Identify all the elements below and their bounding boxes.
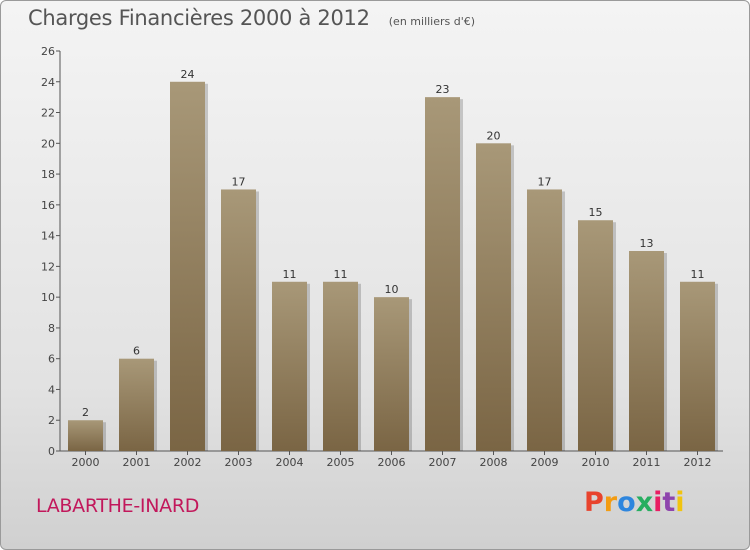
logo-letter: x xyxy=(635,487,654,518)
y-tick-label: 18 xyxy=(41,168,55,181)
bar-value-label: 6 xyxy=(133,345,140,358)
y-tick-label: 4 xyxy=(48,383,55,396)
y-tick-label: 14 xyxy=(41,230,55,243)
bar-value-label: 11 xyxy=(334,268,348,281)
logo-letter: t xyxy=(662,487,676,518)
bar-value-label: 10 xyxy=(385,283,399,296)
x-tick-label: 2000 xyxy=(72,456,100,469)
x-tick-label: 2011 xyxy=(633,456,661,469)
bar-value-label: 2 xyxy=(82,406,89,419)
y-tick-label: 12 xyxy=(41,260,55,273)
x-tick-label: 2003 xyxy=(225,456,253,469)
bar-value-label: 11 xyxy=(283,268,297,281)
x-tick-label: 2007 xyxy=(429,456,457,469)
x-tick-label: 2009 xyxy=(531,456,559,469)
bars xyxy=(68,81,718,452)
bar-value-label: 11 xyxy=(691,268,705,281)
bar xyxy=(629,251,664,451)
bar xyxy=(119,358,154,451)
y-tick-label: 20 xyxy=(41,137,55,150)
bar xyxy=(476,143,511,452)
bar xyxy=(680,281,715,451)
y-tick-label: 8 xyxy=(48,322,55,335)
labels: 2 6 24 17 11 11 10 23 20 17 15 13 11 xyxy=(82,68,705,419)
bar-value-label: 17 xyxy=(538,175,552,188)
y-tick-label: 22 xyxy=(41,107,55,120)
bar-value-label: 23 xyxy=(436,83,450,96)
bar xyxy=(221,189,256,451)
x-tick-label: 2012 xyxy=(684,456,712,469)
x-tick-label: 2005 xyxy=(327,456,355,469)
bar xyxy=(374,297,409,451)
bar-value-label: 24 xyxy=(181,68,195,81)
x-tick-label: 2010 xyxy=(582,456,610,469)
y-tick-label: 24 xyxy=(41,76,55,89)
title-block: Charges Financières 2000 à 2012 (en mill… xyxy=(28,6,475,30)
logo-letter: r xyxy=(603,487,618,518)
y-tick-label: 26 xyxy=(41,45,55,58)
chart-subtitle: (en milliers d'€) xyxy=(388,15,476,28)
y-tick-label: 6 xyxy=(48,353,55,366)
bar-value-label: 20 xyxy=(487,129,501,142)
commune-name: LABARTHE-INARD xyxy=(36,495,200,517)
bar xyxy=(323,281,358,451)
bar xyxy=(170,81,205,452)
x-tick-label: 2001 xyxy=(123,456,151,469)
bar xyxy=(425,97,460,452)
x-tick-label: 2002 xyxy=(174,456,202,469)
bar-value-label: 13 xyxy=(640,237,654,250)
bar xyxy=(527,189,562,451)
chart-title: Charges Financières 2000 à 2012 xyxy=(28,6,370,30)
y-tick-label: 10 xyxy=(41,291,55,304)
bar xyxy=(578,220,613,451)
y-tick-label: 16 xyxy=(41,199,55,212)
logo-letter: i xyxy=(653,487,663,518)
bar-value-label: 17 xyxy=(232,175,246,188)
logo-letter: o xyxy=(617,487,636,518)
proxiti-logo[interactable]: Proxiti xyxy=(584,487,685,518)
bar xyxy=(68,420,103,451)
y-tick-label: 0 xyxy=(48,445,55,458)
x-tick-label: 2008 xyxy=(480,456,508,469)
bar xyxy=(272,281,307,451)
y-tick-label: 2 xyxy=(48,414,55,427)
logo-letter: i xyxy=(675,487,685,518)
x-tick-label: 2006 xyxy=(378,456,406,469)
logo-letter: P xyxy=(584,487,604,518)
x-tick-label: 2004 xyxy=(276,456,304,469)
bar-value-label: 15 xyxy=(589,206,603,219)
